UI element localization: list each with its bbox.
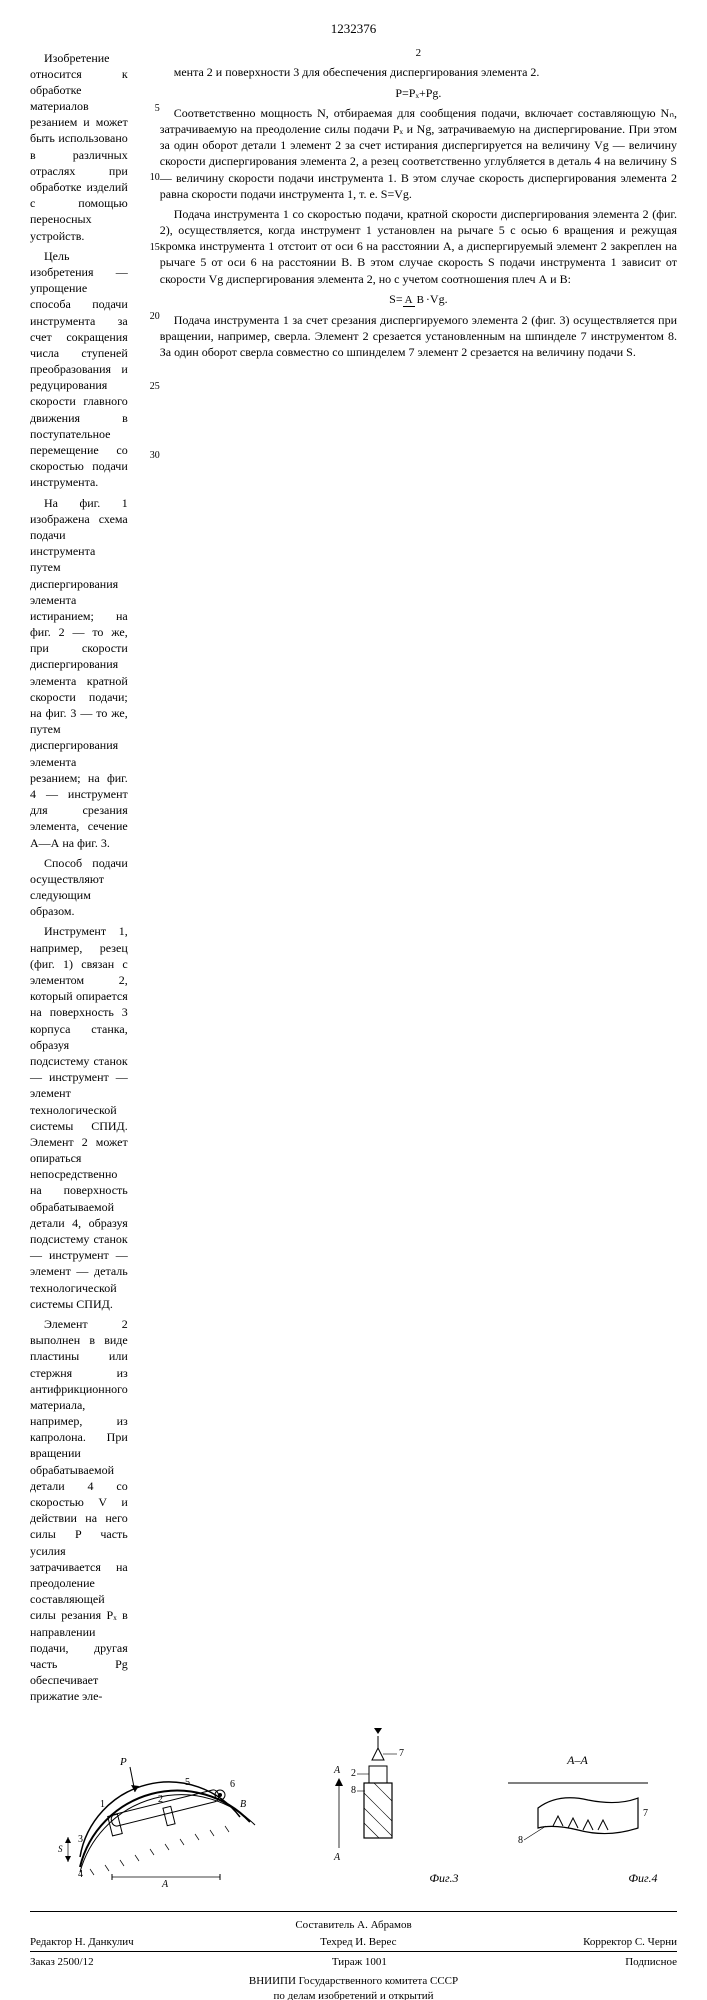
compiler: Составитель А. Абрамов — [295, 1918, 411, 1933]
svg-text:А: А — [333, 1852, 341, 1863]
fig3-label: Фиг.3 — [309, 1870, 459, 1886]
svg-text:8: 8 — [351, 1785, 356, 1796]
fig4-svg: 8 7 — [498, 1768, 658, 1868]
line-num: 20 — [146, 310, 160, 324]
line-num: 10 — [146, 171, 160, 185]
right-p3: Подача инструмента 1 со скоростью подачи… — [160, 206, 677, 287]
right-p1: мента 2 и поверхности 3 для обеспечения … — [160, 64, 677, 80]
fraction: AB — [403, 293, 426, 308]
right-p2: Соответственно мощность N, отбираемая дл… — [160, 105, 677, 202]
svg-text:А: А — [333, 1765, 341, 1776]
left-p2: Цель изобретения — упрощение способа под… — [30, 248, 128, 491]
line-numbers: 5 10 15 20 25 30 — [146, 46, 160, 1709]
fig4-label: Фиг.4 — [498, 1870, 658, 1886]
org2: по делам изобретений и открытий — [30, 1989, 677, 2000]
corrector: Корректор С. Черни — [583, 1935, 677, 1950]
tirazh: Тираж 1001 — [332, 1955, 387, 1970]
figures-row: P 1 2 3 4 5 6 B A S А А — [30, 1728, 677, 1886]
patent-number: 1232376 — [30, 20, 677, 38]
frac-num: A — [403, 294, 415, 307]
svg-text:8: 8 — [518, 1835, 523, 1846]
svg-text:1: 1 — [100, 1799, 105, 1810]
svg-text:2: 2 — [158, 1794, 163, 1805]
svg-text:6: 6 — [230, 1779, 235, 1790]
line-num: 25 — [146, 380, 160, 394]
line-num: 30 — [146, 449, 160, 463]
svg-text:7: 7 — [399, 1748, 404, 1759]
col-num-right: 2 — [160, 46, 677, 61]
order: Заказ 2500/12 — [30, 1955, 94, 1970]
figure-4: А–А 8 7 Фиг.4 — [498, 1752, 658, 1886]
left-p3: На фиг. 1 изображена схема подачи инстру… — [30, 495, 128, 851]
figure-3: А А 7 2 8 Фиг.3 — [309, 1728, 459, 1886]
line-num: 5 — [146, 102, 160, 116]
svg-text:4: 4 — [78, 1869, 83, 1880]
svg-text:B: B — [240, 1799, 246, 1810]
svg-text:A: A — [161, 1879, 169, 1887]
right-column: 2 мента 2 и поверхности 3 для обеспечени… — [160, 46, 677, 1709]
podpisnoe: Подписное — [625, 1955, 677, 1970]
frac-den: B — [415, 294, 426, 306]
figure-2: P 1 2 3 4 5 6 B A S — [50, 1747, 270, 1887]
fig3-svg: А А 7 2 8 — [309, 1728, 459, 1868]
left-p6: Элемент 2 выполнен в виде пластины или с… — [30, 1316, 128, 1705]
svg-text:3: 3 — [78, 1834, 83, 1845]
fig2-svg: P 1 2 3 4 5 6 B A S — [50, 1747, 270, 1887]
svg-text:5: 5 — [185, 1777, 190, 1788]
formula-1: P=Pₓ+Pg. — [160, 85, 677, 101]
svg-text:P: P — [119, 1756, 127, 1768]
formula-2: S=AB·Vg. — [160, 291, 677, 308]
left-p1: Изобретение относится к обработке матери… — [30, 50, 128, 244]
line-num: 15 — [146, 241, 160, 255]
section-aa-label: А–А — [498, 1752, 658, 1768]
footer: Составитель А. Абрамов Редактор Н. Данку… — [30, 1911, 677, 2000]
left-p4: Способ подачи осуществляют следующим обр… — [30, 855, 128, 920]
left-p5: Инструмент 1, например, резец (фиг. 1) с… — [30, 923, 128, 1312]
editor: Редактор Н. Данкулич — [30, 1935, 134, 1950]
text-columns: Изобретение относится к обработке матери… — [30, 46, 677, 1709]
left-column: Изобретение относится к обработке матери… — [30, 46, 128, 1709]
svg-text:2: 2 — [351, 1768, 356, 1779]
right-p4: Подача инструмента 1 за счет срезания ди… — [160, 312, 677, 361]
svg-text:S: S — [58, 1844, 63, 1854]
org1: ВНИИПИ Государственного комитета СССР — [30, 1974, 677, 1988]
svg-text:7: 7 — [643, 1808, 648, 1819]
techred: Техред И. Верес — [320, 1935, 396, 1950]
formula2-suffix: ·Vg. — [426, 292, 448, 306]
formula2-prefix: S= — [389, 292, 402, 306]
